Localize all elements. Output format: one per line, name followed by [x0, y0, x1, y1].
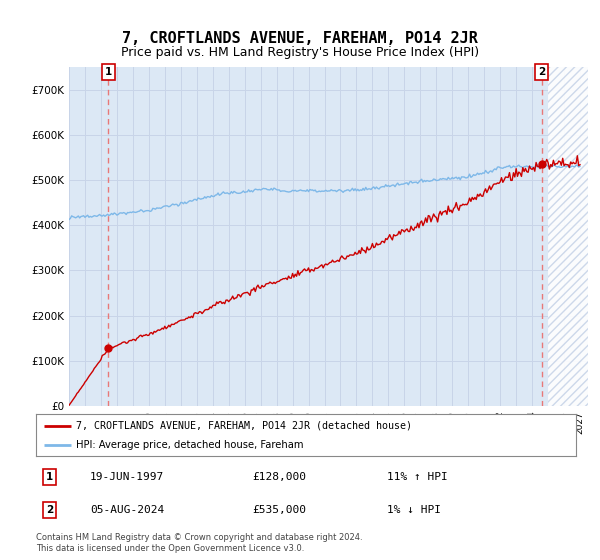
Text: 7, CROFTLANDS AVENUE, FAREHAM, PO14 2JR (detached house): 7, CROFTLANDS AVENUE, FAREHAM, PO14 2JR …: [77, 421, 413, 431]
Text: 1: 1: [46, 472, 53, 482]
Text: £535,000: £535,000: [252, 505, 306, 515]
Text: £128,000: £128,000: [252, 472, 306, 482]
Text: 7, CROFTLANDS AVENUE, FAREHAM, PO14 2JR: 7, CROFTLANDS AVENUE, FAREHAM, PO14 2JR: [122, 31, 478, 46]
Text: 05-AUG-2024: 05-AUG-2024: [90, 505, 164, 515]
Text: 1% ↓ HPI: 1% ↓ HPI: [387, 505, 441, 515]
Text: 2: 2: [46, 505, 53, 515]
Text: HPI: Average price, detached house, Fareham: HPI: Average price, detached house, Fare…: [77, 440, 304, 450]
Text: Contains HM Land Registry data © Crown copyright and database right 2024.
This d: Contains HM Land Registry data © Crown c…: [36, 533, 362, 553]
Text: 19-JUN-1997: 19-JUN-1997: [90, 472, 164, 482]
Text: 1: 1: [105, 67, 112, 77]
Text: Price paid vs. HM Land Registry's House Price Index (HPI): Price paid vs. HM Land Registry's House …: [121, 46, 479, 59]
Text: 11% ↑ HPI: 11% ↑ HPI: [387, 472, 448, 482]
Text: 2: 2: [538, 67, 545, 77]
